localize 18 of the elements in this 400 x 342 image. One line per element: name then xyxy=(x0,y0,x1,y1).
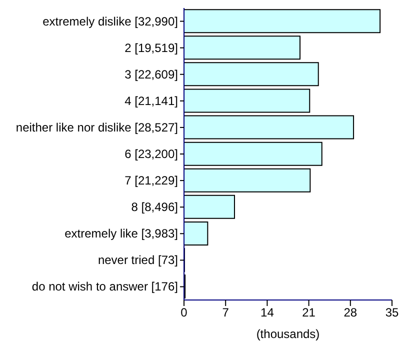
y-tick-label: never tried [73] xyxy=(98,253,178,268)
x-tick-label: 14 xyxy=(260,306,274,320)
y-tick-label: 8 [8,496] xyxy=(131,200,178,214)
x-axis-title: (thousands) xyxy=(256,327,320,341)
y-tick-label: extremely dislike [32,990] xyxy=(42,14,178,28)
y-tick-label: 7 [21,229] xyxy=(124,174,178,188)
y-tick-label: extremely like [3,983] xyxy=(64,226,178,241)
x-tick-label: 35 xyxy=(385,306,399,320)
y-tick-label: 2 [19,519] xyxy=(124,40,178,55)
y-tick-label: do not wish to answer [176] xyxy=(32,280,178,294)
y-tick-label: 4 [21,141] xyxy=(124,94,178,108)
x-tick-label: 0 xyxy=(180,306,188,320)
y-tick-label: 3 [22,609] xyxy=(124,67,178,82)
y-tick-label: neither like nor dislike [28,527] xyxy=(16,120,178,134)
x-tick-label: 28 xyxy=(344,306,358,320)
x-tick-label: 7 xyxy=(222,306,230,320)
x-tick-label: 21 xyxy=(302,306,316,320)
y-tick-label: 6 [23,200] xyxy=(124,147,178,161)
